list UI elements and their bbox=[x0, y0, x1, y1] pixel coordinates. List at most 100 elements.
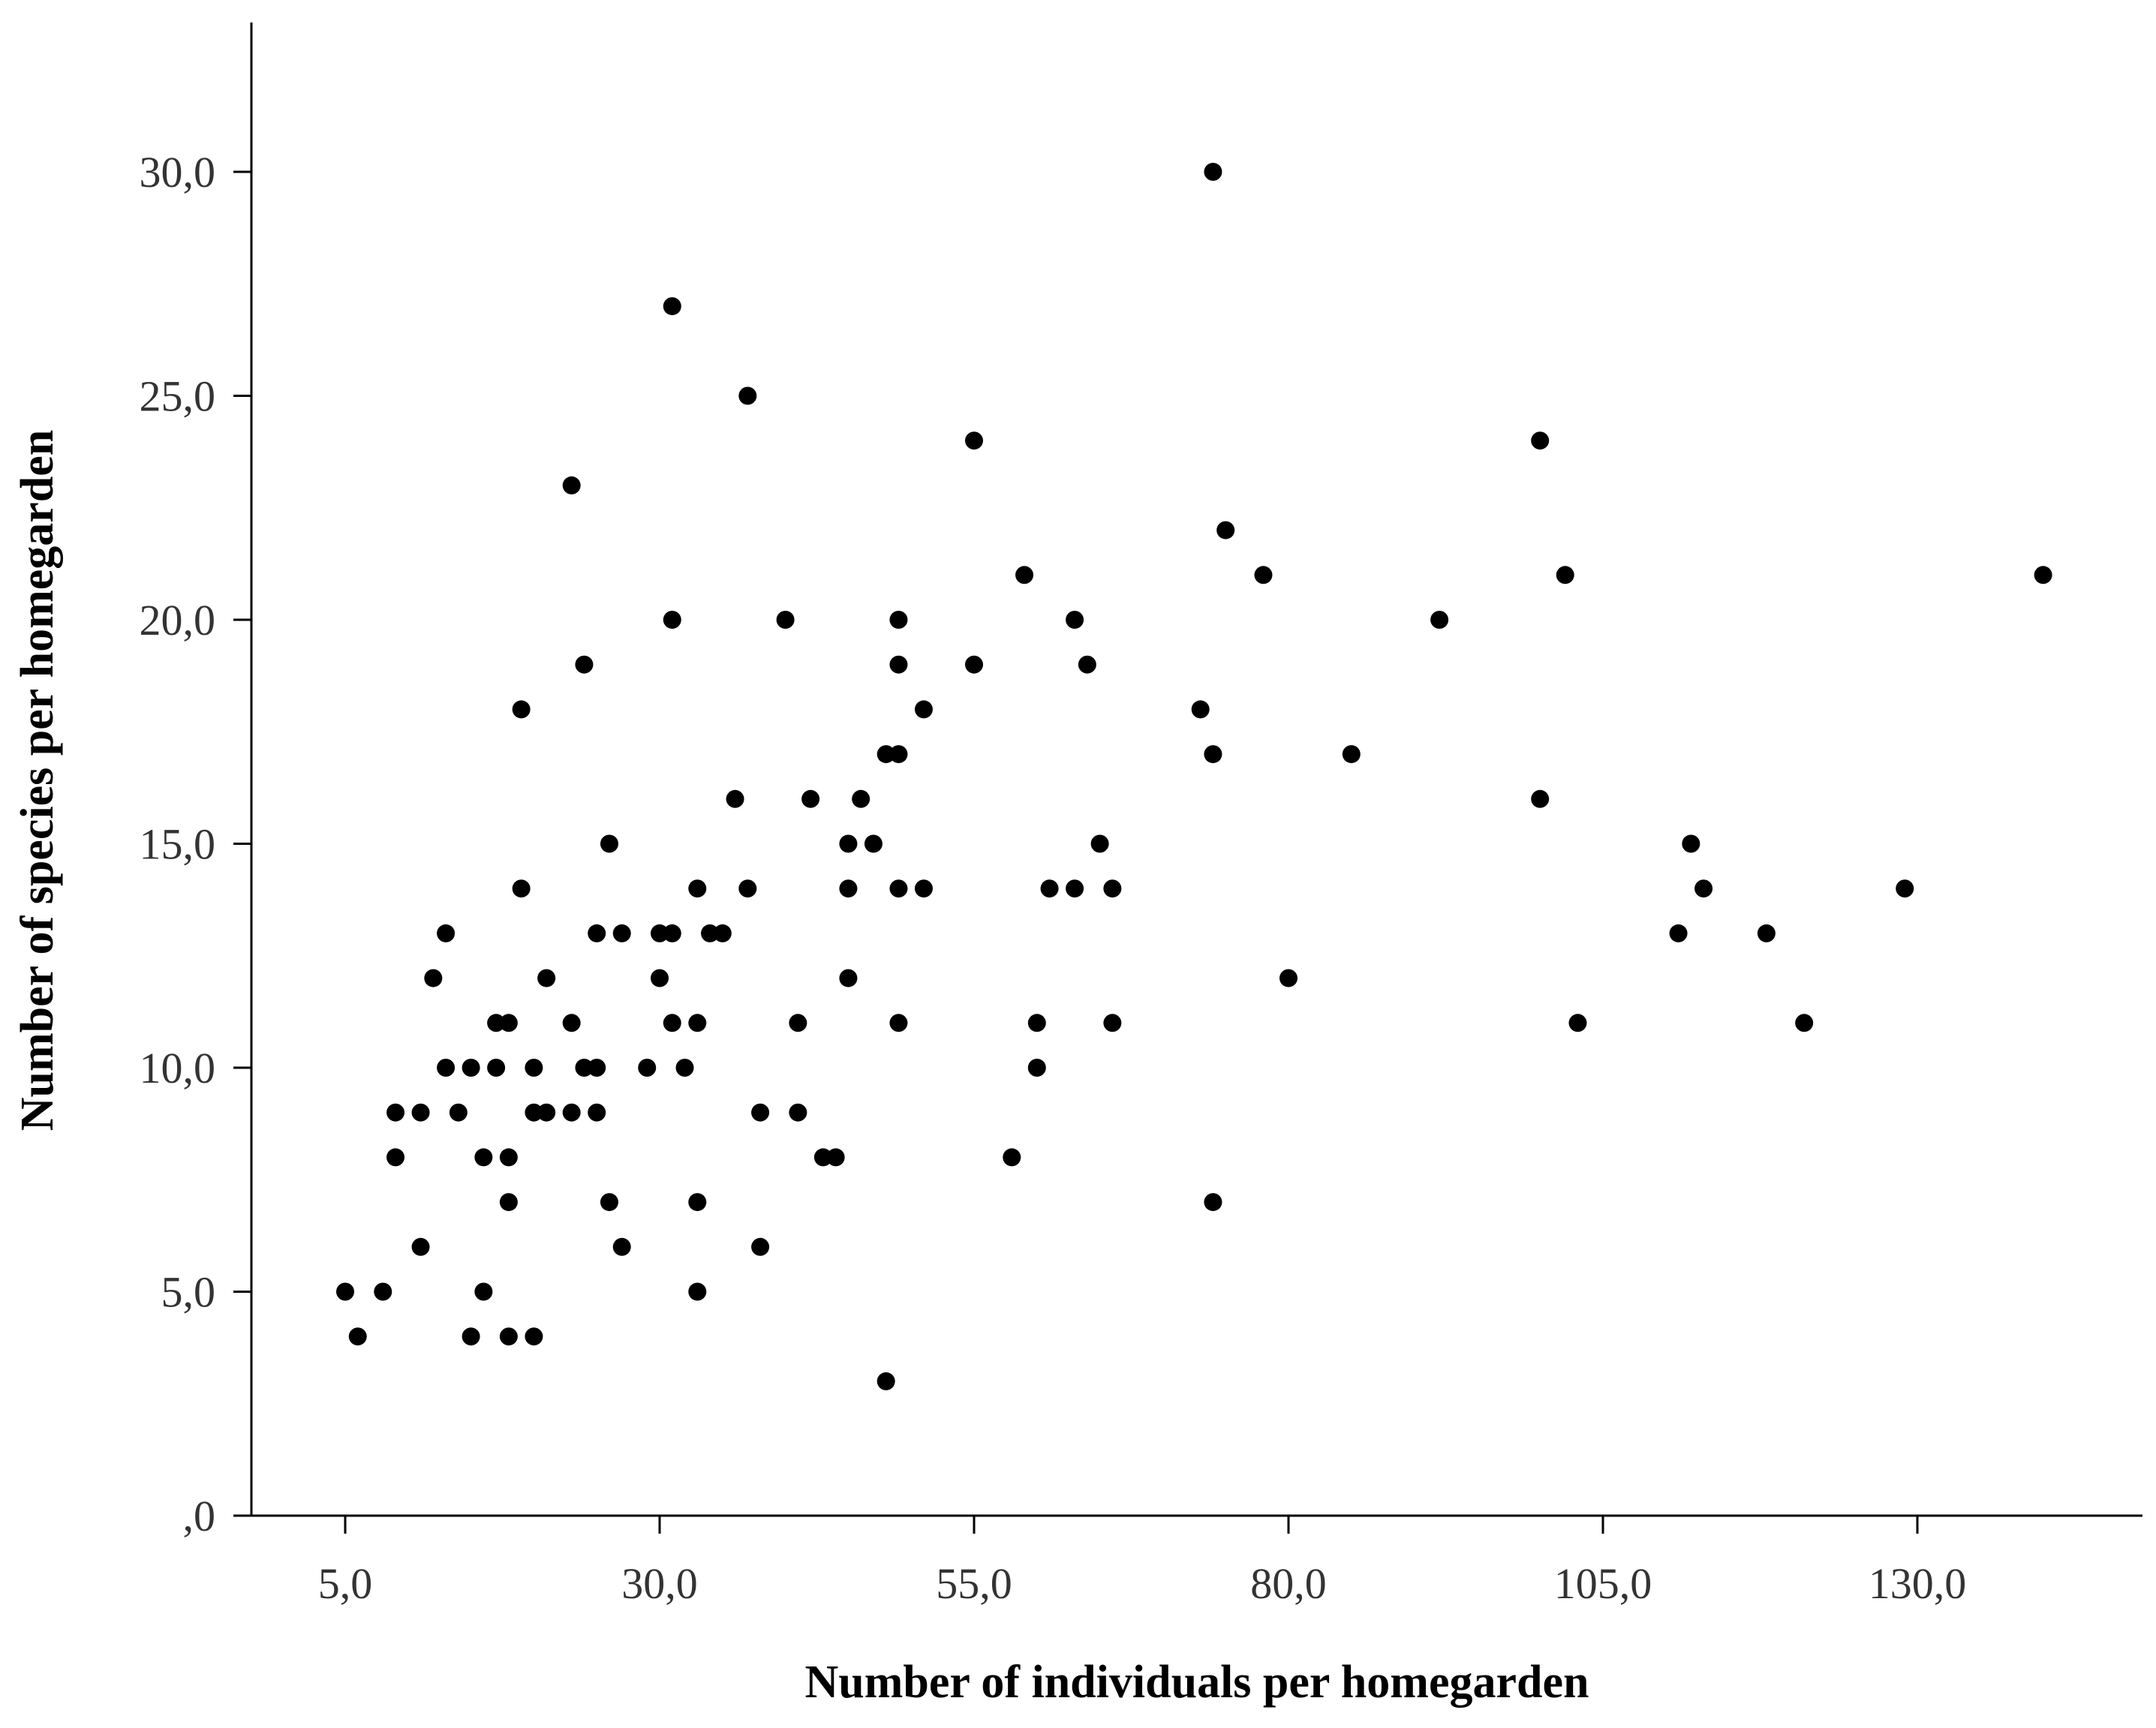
data-point bbox=[600, 1193, 618, 1212]
data-point bbox=[1103, 879, 1122, 898]
data-point bbox=[449, 1103, 468, 1122]
data-point bbox=[738, 386, 757, 405]
data-points bbox=[336, 163, 2052, 1390]
data-point bbox=[1216, 521, 1235, 539]
data-point bbox=[789, 1103, 807, 1122]
x-tick-label: 130,0 bbox=[1869, 1559, 1967, 1608]
data-point bbox=[638, 1059, 657, 1077]
data-point bbox=[688, 1282, 707, 1301]
data-point bbox=[424, 969, 443, 987]
data-point bbox=[562, 476, 581, 494]
data-point bbox=[525, 1059, 543, 1077]
data-point bbox=[914, 879, 933, 898]
x-axis-title: Number of individuals per homegarden bbox=[805, 1657, 1589, 1708]
data-point bbox=[663, 1014, 681, 1032]
data-point bbox=[537, 1103, 556, 1122]
data-point bbox=[651, 924, 669, 942]
data-point bbox=[663, 297, 681, 316]
data-point bbox=[1204, 745, 1222, 764]
data-point bbox=[386, 1103, 405, 1122]
data-point bbox=[889, 1014, 908, 1032]
data-point bbox=[499, 1014, 518, 1032]
data-point bbox=[889, 745, 908, 764]
data-point bbox=[839, 969, 858, 987]
data-point bbox=[562, 1014, 581, 1032]
data-point bbox=[1254, 566, 1273, 585]
y-tick-label: ,0 bbox=[183, 1492, 216, 1540]
data-point bbox=[889, 655, 908, 674]
data-point bbox=[877, 745, 895, 764]
data-point bbox=[1795, 1014, 1814, 1032]
data-point bbox=[801, 789, 820, 808]
data-point bbox=[588, 924, 606, 942]
data-point bbox=[1103, 1014, 1122, 1032]
data-point bbox=[474, 1282, 493, 1301]
x-tick-label: 55,0 bbox=[936, 1559, 1012, 1608]
data-point bbox=[688, 1193, 707, 1212]
data-point bbox=[499, 1327, 518, 1346]
data-point bbox=[1204, 1193, 1222, 1212]
data-point bbox=[839, 834, 858, 853]
data-point bbox=[374, 1282, 392, 1301]
y-tick-label: 15,0 bbox=[140, 820, 216, 869]
data-point bbox=[813, 1148, 832, 1167]
data-point bbox=[852, 789, 871, 808]
data-point bbox=[914, 700, 933, 719]
data-point bbox=[499, 1148, 518, 1167]
x-tick-label: 80,0 bbox=[1250, 1559, 1327, 1608]
x-tick-label: 5,0 bbox=[318, 1559, 373, 1608]
data-point bbox=[826, 1148, 845, 1167]
y-tick-label: 5,0 bbox=[161, 1268, 216, 1317]
data-point bbox=[839, 879, 858, 898]
data-point bbox=[1531, 789, 1550, 808]
data-point bbox=[1342, 745, 1361, 764]
data-point bbox=[499, 1193, 518, 1212]
data-point bbox=[877, 1372, 895, 1390]
data-point bbox=[462, 1327, 480, 1346]
data-point bbox=[675, 1059, 694, 1077]
data-point bbox=[713, 924, 732, 942]
data-point bbox=[411, 1237, 430, 1256]
data-point bbox=[474, 1148, 493, 1167]
data-point bbox=[1694, 879, 1713, 898]
data-point bbox=[588, 1059, 606, 1077]
data-point bbox=[575, 1059, 594, 1077]
data-point bbox=[889, 611, 908, 629]
data-point bbox=[386, 1148, 405, 1167]
data-point bbox=[512, 879, 531, 898]
data-point bbox=[1430, 611, 1449, 629]
data-point bbox=[512, 700, 531, 719]
data-point bbox=[1669, 924, 1688, 942]
data-point bbox=[1027, 1014, 1046, 1032]
data-point bbox=[726, 789, 744, 808]
data-point bbox=[1003, 1148, 1021, 1167]
data-point bbox=[1204, 163, 1222, 181]
y-tick-label: 30,0 bbox=[140, 148, 216, 197]
data-point bbox=[487, 1014, 506, 1032]
data-point bbox=[525, 1327, 543, 1346]
data-point bbox=[751, 1237, 770, 1256]
data-point bbox=[864, 834, 883, 853]
data-point bbox=[1568, 1014, 1587, 1032]
data-point bbox=[411, 1103, 430, 1122]
data-point bbox=[965, 655, 983, 674]
data-point bbox=[1015, 566, 1034, 585]
data-point bbox=[612, 924, 631, 942]
data-point bbox=[751, 1103, 770, 1122]
data-point bbox=[575, 655, 594, 674]
data-point bbox=[1066, 611, 1084, 629]
data-point bbox=[562, 1103, 581, 1122]
data-point bbox=[525, 1103, 543, 1122]
data-point bbox=[537, 969, 556, 987]
data-point bbox=[688, 879, 707, 898]
data-point bbox=[965, 431, 983, 450]
data-point bbox=[612, 1237, 631, 1256]
data-point bbox=[1090, 834, 1109, 853]
data-point bbox=[1066, 879, 1084, 898]
data-point bbox=[651, 969, 669, 987]
data-point bbox=[1896, 879, 1914, 898]
x-tick-label: 105,0 bbox=[1554, 1559, 1652, 1608]
data-point bbox=[889, 879, 908, 898]
data-point bbox=[462, 1059, 480, 1077]
data-point bbox=[1027, 1059, 1046, 1077]
